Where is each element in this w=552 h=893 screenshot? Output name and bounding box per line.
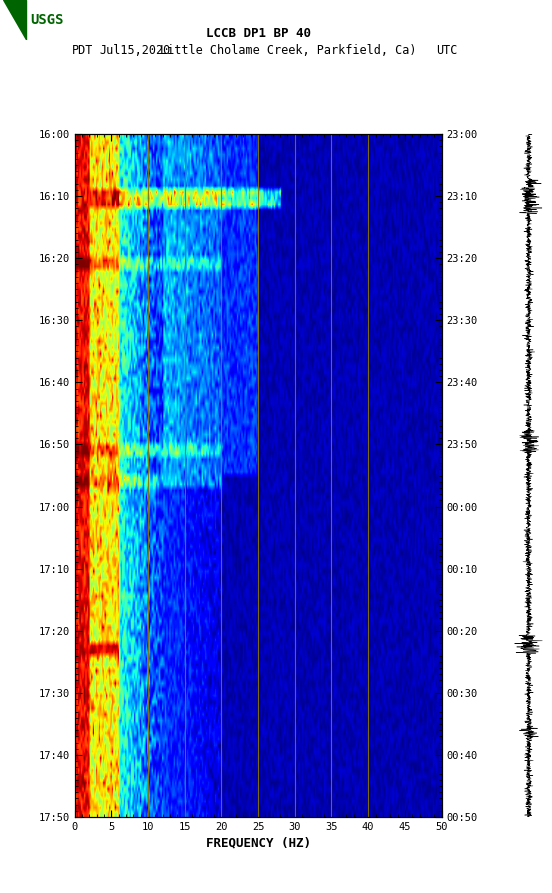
Text: PDT: PDT xyxy=(72,44,93,56)
Text: UTC: UTC xyxy=(436,44,458,56)
Text: USGS: USGS xyxy=(30,13,64,27)
Polygon shape xyxy=(3,0,26,40)
Bar xyxy=(3,0,26,40)
Text: Jul15,2020: Jul15,2020 xyxy=(99,44,171,56)
X-axis label: FREQUENCY (HZ): FREQUENCY (HZ) xyxy=(205,836,311,849)
Text: LCCB DP1 BP 40: LCCB DP1 BP 40 xyxy=(205,28,311,40)
Text: Little Cholame Creek, Parkfield, Ca): Little Cholame Creek, Parkfield, Ca) xyxy=(160,44,417,56)
